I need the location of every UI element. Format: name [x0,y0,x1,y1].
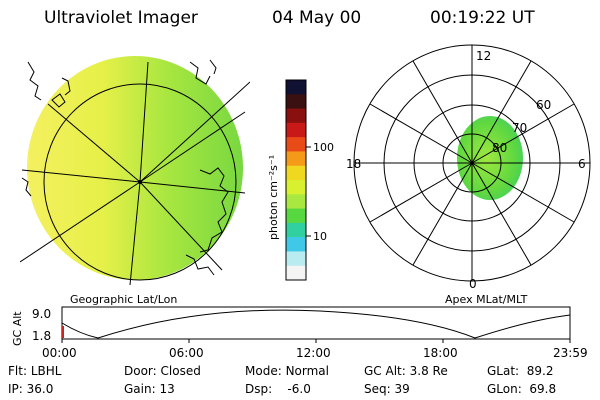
altitude-ytick: 1.8 [32,329,51,343]
polar-plot [353,44,591,282]
altitude-ylabel: GC Alt [11,311,24,346]
colorbar-tick-label: 100 [313,141,334,154]
lat-circle [43,83,237,281]
coastline [189,61,211,85]
date-label: 04 May 00 [272,8,362,28]
altitude-xtick: 00:00 [42,346,77,360]
info-gain: Gain: 13 [124,382,175,396]
polar-meridian [471,60,532,164]
auroral-oval [457,116,523,200]
polar-meridian [412,60,473,164]
meridian-line [139,61,149,183]
altitude-plot [61,306,571,343]
colorbar-band [286,165,306,181]
info-ip: IP: 36.0 [8,382,54,396]
altitude-xtick: 23:59 [553,346,588,360]
colorbar-unit-label: photon cm⁻²s⁻¹ [267,155,280,240]
info-glat: GLat: 89.2 [487,364,554,378]
colorbar-band [286,122,306,138]
meridian-line [21,169,141,183]
info-dsp: Dsp: -6.0 [245,382,311,396]
meridian-line [20,181,141,263]
coastline [51,93,66,108]
meridian-line [139,181,223,271]
colorbar-frame [285,79,307,281]
mlt-label-top: 12 [476,49,491,63]
coastline [209,59,217,75]
mlt-label-bottom: 0 [469,277,477,291]
info-gc-alt: GC Alt: 3.8 Re [364,364,448,378]
colorbar-band [286,180,306,195]
mlat-label-80: 80 [492,141,507,155]
polar-meridian [369,162,473,223]
colorbar-tick-label: 10 [313,230,327,243]
meridian-line [139,81,250,183]
colorbar-band [286,137,306,152]
colorbar-band [286,237,306,252]
colorbar-band [286,94,306,110]
colorbar-band [286,208,306,224]
info-flt: Flt: LBHL [8,364,62,378]
mlat-label-70: 70 [512,121,527,135]
altitude-xtick: 12:00 [296,346,331,360]
time-label: 00:19:22 UT [430,8,535,28]
altitude-xtick: 18:00 [423,346,458,360]
geographic-image [20,56,250,285]
polar-meridian [369,103,473,164]
polar-meridian [471,162,575,223]
colorbar [286,80,306,281]
altitude-plot-frame [61,306,571,340]
colorbar-band [286,108,306,124]
info-door: Door: Closed [124,364,201,378]
coastline [185,254,215,276]
meridian-line [129,181,141,285]
altitude-xtick: 06:00 [169,346,204,360]
colorbar-band [286,194,306,210]
mlat-label-60: 60 [536,98,551,112]
geographic-panel-label: Geographic Lat/Lon [70,293,177,306]
coastline [21,177,32,197]
coastline [61,77,71,96]
info-seq: Seq: 39 [364,382,410,396]
coastline [27,61,42,101]
apex-panel-label: Apex MLat/MLT [445,293,528,306]
meridian-line [47,103,141,183]
coastline [199,167,229,253]
info-glon: GLon: 69.8 [487,382,557,396]
polar-meridian [471,103,575,164]
polar-meridian [471,162,532,266]
mlt-label-left: 18 [346,157,361,171]
polar-meridian [412,162,473,266]
colorbar-band [286,151,306,167]
auroral-globe [27,56,243,280]
colorbar-band [286,80,306,95]
altitude-ytick: 9.0 [32,307,51,321]
instrument-title: Ultraviolet Imager [44,8,198,28]
altitude-curve [61,309,571,339]
colorbar-band [286,251,306,267]
meridian-line [139,111,246,183]
mlt-label-right: 6 [578,157,586,171]
colorbar-band [286,222,306,238]
colorbar-band [286,265,306,281]
info-mode: Mode: Normal [245,364,329,378]
